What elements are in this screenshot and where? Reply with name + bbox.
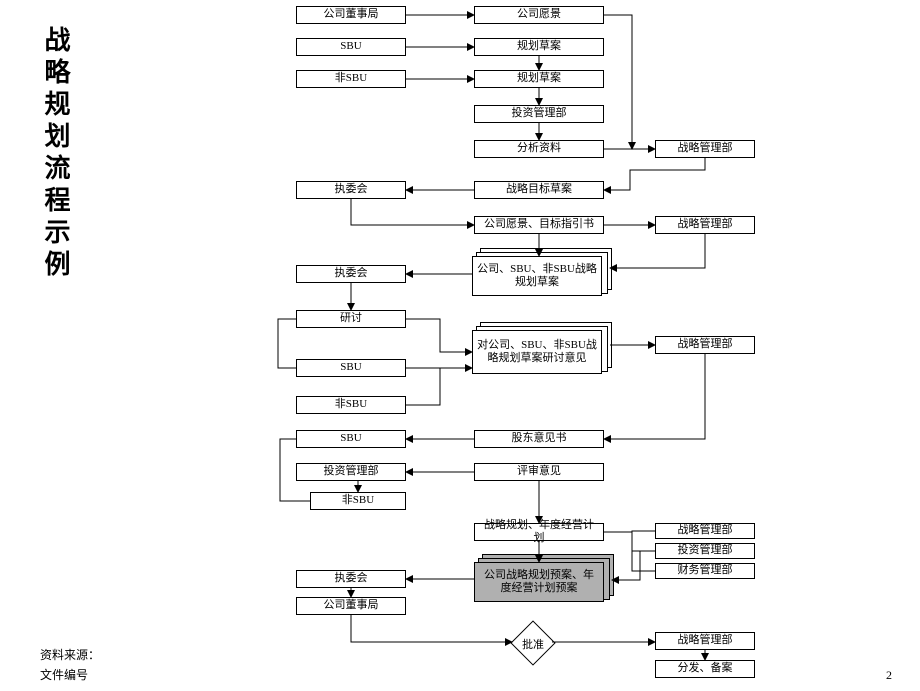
node-analysis: 分析资料: [474, 140, 604, 158]
node-sbu-top: SBU: [296, 38, 406, 56]
diamond-approve-label: 批准: [513, 636, 553, 652]
node-nonsbu-lower: 非SBU: [310, 492, 406, 510]
node-execcomm-2: 执委会: [296, 265, 406, 283]
page-title: 战略规划流程示例: [42, 26, 68, 282]
node-fin-dept: 财务管理部: [655, 563, 755, 579]
node-sbu-mid: SBU: [296, 359, 406, 377]
node-sbu-lower: SBU: [296, 430, 406, 448]
node-inv-dept-c: 投资管理部: [474, 105, 604, 123]
connectors: [0, 0, 920, 691]
node-strat-dept-3: 战略管理部: [655, 336, 755, 354]
node-invmgmt: 投资管理部: [296, 463, 406, 481]
node-strategy-target-draft: 战略目标草案: [474, 181, 604, 199]
node-c13: 公司战略规划预案、年度经营计划预案: [474, 562, 604, 602]
node-c8: 公司、SBU、非SBU战略规划草案: [472, 256, 602, 296]
node-board-bottom: 公司董事局: [296, 597, 406, 615]
node-nonsbu-top: 非SBU: [296, 70, 406, 88]
node-plan-draft-2: 规划草案: [474, 70, 604, 88]
page-number: 2: [886, 668, 892, 683]
node-strat-dept-4: 战略管理部: [655, 523, 755, 539]
node-vision: 公司愿景: [474, 6, 604, 24]
node-strat-dept-2: 战略管理部: [655, 216, 755, 234]
node-execcomm-3: 执委会: [296, 570, 406, 588]
node-vision-guide: 公司愿景、目标指引书: [474, 216, 604, 234]
node-strat-dept-5: 战略管理部: [655, 632, 755, 650]
node-c9: 对公司、SBU、非SBU战略规划草案研讨意见: [472, 330, 602, 374]
node-distribute: 分发、备案: [655, 660, 755, 678]
source-label: 资料来源：: [40, 646, 100, 663]
doc-label: 文件编号: [40, 666, 88, 683]
node-strat-dept-1: 战略管理部: [655, 140, 755, 158]
node-strat-plan-annual: 战略规划、年度经营计划: [474, 523, 604, 541]
node-discuss: 研讨: [296, 310, 406, 328]
node-inv-dept-r: 投资管理部: [655, 543, 755, 559]
node-review-opinion: 评审意见: [474, 463, 604, 481]
node-board-top: 公司董事局: [296, 6, 406, 24]
node-plan-draft-1: 规划草案: [474, 38, 604, 56]
node-execcomm-1: 执委会: [296, 181, 406, 199]
node-nonsbu-mid: 非SBU: [296, 396, 406, 414]
node-shareholder-opinion: 股东意见书: [474, 430, 604, 448]
